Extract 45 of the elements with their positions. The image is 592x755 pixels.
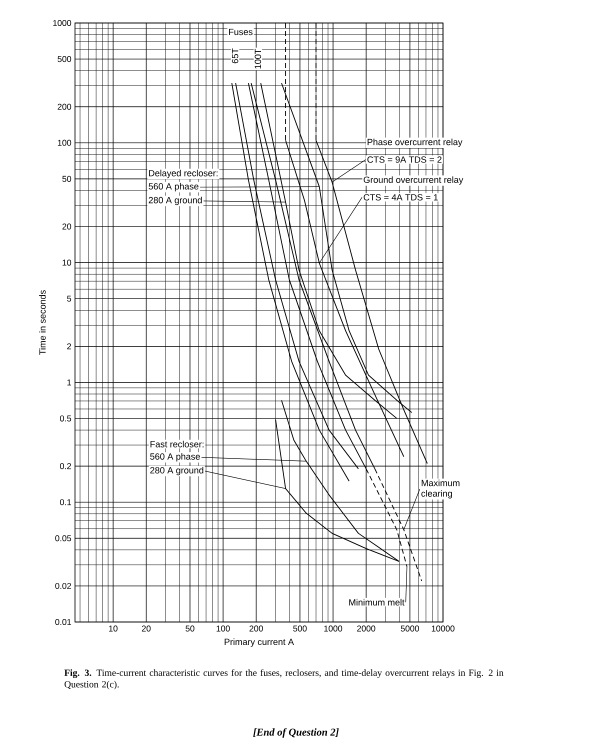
y-tick-label: 0.01 [55, 619, 72, 626]
y-tick-label: 0.05 [55, 535, 72, 542]
y-tick-label: 0.02 [55, 582, 72, 589]
x-tick-label: 50 [186, 626, 194, 632]
x-tick-label: 1000 [324, 626, 342, 632]
annotation: Fuses [229, 28, 253, 36]
x-tick-label: 20 [142, 626, 151, 632]
x-tick-label: 5000 [400, 626, 420, 632]
annotation: 560 A phase [150, 453, 200, 462]
annotation: CTS = 4A TDS = 1 [364, 194, 438, 200]
annotation: CTS = 9A TDS = 2 [367, 156, 442, 163]
annotation: Maximum clearing [421, 480, 460, 498]
y-tick-label: 500 [58, 56, 72, 62]
y-tick-label: 0.1 [60, 499, 72, 506]
y-tick-label: 0.5 [60, 415, 72, 422]
x-tick-label: 200 [250, 626, 263, 632]
x-tick-label: 100 [216, 626, 230, 632]
y-tick-label: 0.2 [60, 463, 72, 470]
x-tick-label: 10 [109, 626, 118, 632]
text: [End of Question 2] [253, 728, 339, 738]
y-tick-label: 1000 [53, 20, 72, 26]
annotation: 100T [254, 48, 262, 68]
annotation: 65T [232, 48, 238, 64]
y-axis-title: Time in seconds [39, 290, 46, 355]
annotation: 560 A phase [148, 182, 198, 192]
annotation: Fast recloser: [150, 440, 204, 448]
y-tick-label: 10 [62, 260, 72, 266]
text: Fig. 3. Time-current characteristic curves for the fuses, reclosers, and time-delay overcurrent relays in Fig. 2 in Question 2(c). [64, 669, 504, 690]
x-tick-label: 500 [293, 626, 307, 632]
y-tick-label: 2 [67, 343, 72, 350]
x-axis-title: Primary current A [224, 638, 294, 647]
x-tick-label: 2000 [357, 626, 376, 632]
annotation: 280 A ground [148, 196, 202, 206]
y-tick-label: 5 [67, 296, 72, 302]
y-tick-label: 100 [58, 140, 72, 146]
annotation: Ground overcurrent relay [364, 176, 464, 185]
y-tick-label: 200 [58, 104, 72, 110]
annotation: Minimum melt [349, 598, 404, 606]
y-tick-label: 50 [62, 176, 72, 182]
annotation: 280 A ground [150, 466, 204, 476]
y-tick-label: 20 [62, 224, 72, 230]
y-tick-label: 1 [67, 379, 72, 386]
annotation: Delayed recloser: [149, 170, 218, 178]
annotation: Phase overcurrent relay [368, 138, 462, 147]
x-tick-label: 10000 [432, 626, 454, 632]
